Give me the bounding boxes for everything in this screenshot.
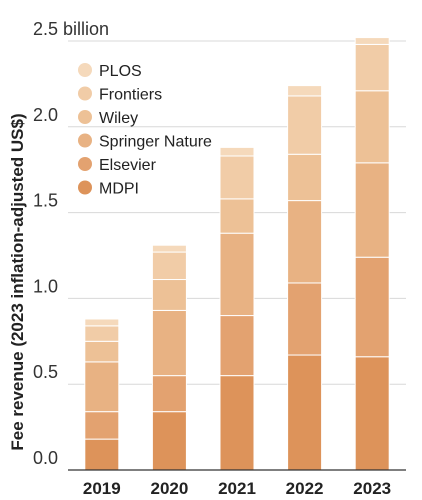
x-tick-label: 2022 <box>286 479 324 498</box>
bar-segment <box>287 95 323 155</box>
legend: PLOS Frontiers Wiley Springer Nature Elsevie… <box>78 63 212 198</box>
legend-label: Elsevier <box>99 157 157 174</box>
y-tick-label: 2.0 <box>33 105 58 125</box>
bar-segment <box>151 244 187 253</box>
legend-label: Frontiers <box>99 87 162 104</box>
bar-segment <box>354 37 390 45</box>
x-tick-label: 2021 <box>218 479 256 498</box>
y-tick-label: 1.5 <box>33 191 58 211</box>
bar-segment <box>354 43 390 92</box>
bar-segment <box>219 232 255 317</box>
y-tick-label: 1.0 <box>33 276 58 296</box>
bar-segment <box>219 155 255 200</box>
bar-segment <box>219 375 255 471</box>
legend-swatch <box>78 133 92 148</box>
bar-segment <box>287 85 323 97</box>
legend-swatch <box>78 63 92 77</box>
bar-segment <box>84 318 120 327</box>
y-tick-label: 0.5 <box>33 362 58 382</box>
bar-segment <box>151 375 187 413</box>
y-tick-label: 2.5 billion <box>33 19 109 39</box>
bar-segment <box>84 340 120 363</box>
bar-segment <box>287 153 323 202</box>
x-tick-label: 2019 <box>83 479 121 498</box>
bar-segment <box>287 282 323 356</box>
bar-segment <box>84 325 120 342</box>
y-tick-labels: 0.0 0.5 1.0 1.5 2.0 2.5 billion <box>33 19 109 468</box>
y-tick-label: 0.0 <box>33 448 58 468</box>
bar-segment <box>287 200 323 284</box>
bar-segment <box>151 251 187 281</box>
x-tick-label: 2020 <box>150 479 188 498</box>
bar-segment <box>287 354 323 471</box>
legend-swatch <box>78 86 92 101</box>
bar-segment <box>84 411 120 440</box>
bar-segment <box>151 411 187 471</box>
legend-label: MDPI <box>99 181 139 198</box>
bar-segment <box>84 361 120 413</box>
legend-label: PLOS <box>99 63 142 80</box>
legend-label: Springer Nature <box>99 134 212 151</box>
bar-segment <box>354 256 390 358</box>
bar-segment <box>219 198 255 234</box>
bar-segment <box>219 146 255 157</box>
x-tick-labels: 2019 2020 2021 2022 2023 <box>83 479 391 498</box>
legend-swatch <box>78 157 92 171</box>
legend-swatch <box>78 180 92 195</box>
bar-segment <box>354 90 390 164</box>
x-tick-label: 2023 <box>353 479 391 498</box>
bar-segment <box>151 309 187 377</box>
bars <box>84 37 390 471</box>
legend-swatch <box>78 110 92 124</box>
bar-segment <box>354 356 390 471</box>
y-axis-title: Fee revenue (2023 inflation-adjusted US$… <box>8 113 27 450</box>
bar-segment <box>219 315 255 377</box>
bar-segment <box>354 162 390 258</box>
bar-segment <box>84 438 120 471</box>
legend-label: Wiley <box>99 110 138 127</box>
bar-segment <box>151 279 187 311</box>
